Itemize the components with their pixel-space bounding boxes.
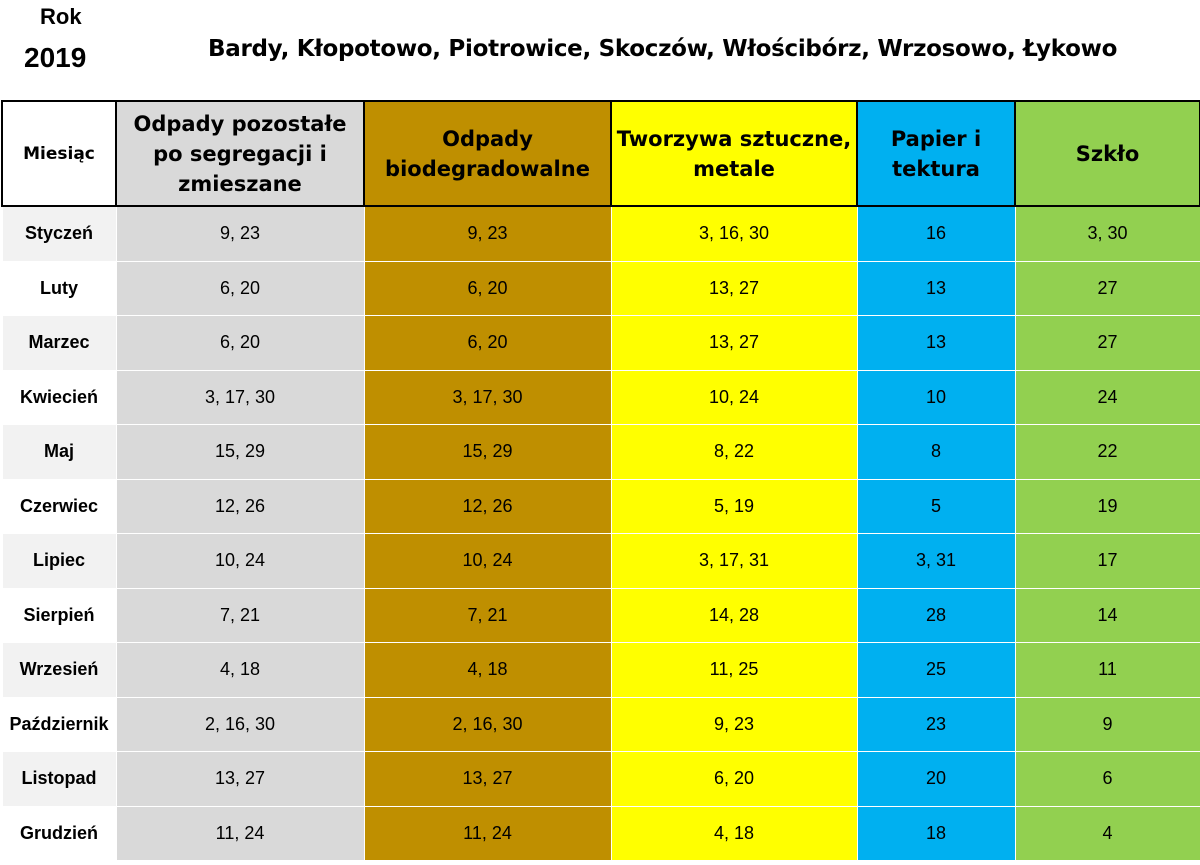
glass-cell: 19 bbox=[1014, 478, 1200, 534]
paper-cell: 13 bbox=[856, 260, 1016, 316]
biodegradable-cell: 10, 24 bbox=[363, 533, 612, 589]
mixed-waste-cell: 3, 17, 30 bbox=[115, 369, 365, 425]
glass-cell: 6 bbox=[1014, 751, 1200, 807]
plastics-metals-cell: 13, 27 bbox=[610, 260, 858, 316]
paper-cell: 8 bbox=[856, 424, 1016, 480]
plastics-metals-cell: 5, 19 bbox=[610, 478, 858, 534]
plastics-metals-cell: 13, 27 bbox=[610, 315, 858, 371]
mixed-waste-cell: 7, 21 bbox=[115, 587, 365, 643]
month-cell: Czerwiec bbox=[1, 478, 117, 534]
plastics-metals-cell: 9, 23 bbox=[610, 696, 858, 752]
column-header-month: Miesiąc bbox=[1, 100, 117, 207]
table-row: Czerwiec 12, 26 12, 26 5, 19 5 19 bbox=[1, 478, 1200, 534]
biodegradable-cell: 7, 21 bbox=[363, 587, 612, 643]
biodegradable-cell: 2, 16, 30 bbox=[363, 696, 612, 752]
table-row: Sierpień 7, 21 7, 21 14, 28 28 14 bbox=[1, 587, 1200, 643]
biodegradable-cell: 12, 26 bbox=[363, 478, 612, 534]
glass-cell: 27 bbox=[1014, 315, 1200, 371]
mixed-waste-cell: 6, 20 bbox=[115, 260, 365, 316]
plastics-metals-cell: 4, 18 bbox=[610, 805, 858, 861]
plastics-metals-cell: 3, 16, 30 bbox=[610, 205, 858, 262]
localities-title: Bardy, Kłopotowo, Piotrowice, Skoczów, W… bbox=[208, 36, 1118, 62]
mixed-waste-cell: 6, 20 bbox=[115, 315, 365, 371]
column-header-glass: Szkło bbox=[1014, 100, 1200, 207]
glass-cell: 17 bbox=[1014, 533, 1200, 589]
glass-cell: 14 bbox=[1014, 587, 1200, 643]
table-row: Styczeń 9, 23 9, 23 3, 16, 30 16 3, 30 bbox=[1, 205, 1200, 262]
plastics-metals-cell: 8, 22 bbox=[610, 424, 858, 480]
waste-collection-schedule-table: Miesiąc Odpady pozostałe po segregacji i… bbox=[1, 100, 1200, 861]
table-row: Maj 15, 29 15, 29 8, 22 8 22 bbox=[1, 424, 1200, 480]
table-row: Lipiec 10, 24 10, 24 3, 17, 31 3, 31 17 bbox=[1, 533, 1200, 589]
paper-cell: 5 bbox=[856, 478, 1016, 534]
paper-cell: 20 bbox=[856, 751, 1016, 807]
glass-cell: 11 bbox=[1014, 642, 1200, 698]
glass-cell: 9 bbox=[1014, 696, 1200, 752]
mixed-waste-cell: 12, 26 bbox=[115, 478, 365, 534]
glass-cell: 24 bbox=[1014, 369, 1200, 425]
table-row: Marzec 6, 20 6, 20 13, 27 13 27 bbox=[1, 315, 1200, 371]
month-cell: Wrzesień bbox=[1, 642, 117, 698]
month-cell: Sierpień bbox=[1, 587, 117, 643]
plastics-metals-cell: 11, 25 bbox=[610, 642, 858, 698]
plastics-metals-cell: 14, 28 bbox=[610, 587, 858, 643]
biodegradable-cell: 4, 18 bbox=[363, 642, 612, 698]
mixed-waste-cell: 13, 27 bbox=[115, 751, 365, 807]
paper-cell: 23 bbox=[856, 696, 1016, 752]
paper-cell: 10 bbox=[856, 369, 1016, 425]
plastics-metals-cell: 3, 17, 31 bbox=[610, 533, 858, 589]
glass-cell: 27 bbox=[1014, 260, 1200, 316]
table-row: Kwiecień 3, 17, 30 3, 17, 30 10, 24 10 24 bbox=[1, 369, 1200, 425]
table-row: Wrzesień 4, 18 4, 18 11, 25 25 11 bbox=[1, 642, 1200, 698]
paper-cell: 16 bbox=[856, 205, 1016, 262]
year-value: 2019 bbox=[24, 42, 87, 73]
column-header-plastics-metals: Tworzywa sztuczne, metale bbox=[610, 100, 858, 207]
biodegradable-cell: 3, 17, 30 bbox=[363, 369, 612, 425]
paper-cell: 28 bbox=[856, 587, 1016, 643]
glass-cell: 4 bbox=[1014, 805, 1200, 861]
column-header-mixed-waste: Odpady pozostałe po segregacji i zmiesza… bbox=[115, 100, 365, 207]
month-cell: Listopad bbox=[1, 751, 117, 807]
month-cell: Marzec bbox=[1, 315, 117, 371]
month-cell: Maj bbox=[1, 424, 117, 480]
month-cell: Lipiec bbox=[1, 533, 117, 589]
paper-cell: 18 bbox=[856, 805, 1016, 861]
column-header-biodegradable: Odpady biodegradowalne bbox=[363, 100, 612, 207]
mixed-waste-cell: 15, 29 bbox=[115, 424, 365, 480]
table-row: Grudzień 11, 24 11, 24 4, 18 18 4 bbox=[1, 805, 1200, 861]
paper-cell: 13 bbox=[856, 315, 1016, 371]
table-header-row: Miesiąc Odpady pozostałe po segregacji i… bbox=[1, 100, 1200, 207]
biodegradable-cell: 6, 20 bbox=[363, 260, 612, 316]
table-body: Styczeń 9, 23 9, 23 3, 16, 30 16 3, 30 Luty 6, … bbox=[1, 205, 1200, 861]
glass-cell: 22 bbox=[1014, 424, 1200, 480]
table-row: Luty 6, 20 6, 20 13, 27 13 27 bbox=[1, 260, 1200, 316]
biodegradable-cell: 9, 23 bbox=[363, 205, 612, 262]
plastics-metals-cell: 6, 20 bbox=[610, 751, 858, 807]
mixed-waste-cell: 2, 16, 30 bbox=[115, 696, 365, 752]
column-header-paper: Papier i tektura bbox=[856, 100, 1016, 207]
mixed-waste-cell: 10, 24 bbox=[115, 533, 365, 589]
table-row: Listopad 13, 27 13, 27 6, 20 20 6 bbox=[1, 751, 1200, 807]
month-cell: Grudzień bbox=[1, 805, 117, 861]
month-cell: Styczeń bbox=[1, 205, 117, 262]
paper-cell: 3, 31 bbox=[856, 533, 1016, 589]
paper-cell: 25 bbox=[856, 642, 1016, 698]
month-cell: Październik bbox=[1, 696, 117, 752]
table-row: Październik 2, 16, 30 2, 16, 30 9, 23 23 9 bbox=[1, 696, 1200, 752]
biodegradable-cell: 15, 29 bbox=[363, 424, 612, 480]
month-cell: Kwiecień bbox=[1, 369, 117, 425]
mixed-waste-cell: 9, 23 bbox=[115, 205, 365, 262]
plastics-metals-cell: 10, 24 bbox=[610, 369, 858, 425]
biodegradable-cell: 11, 24 bbox=[363, 805, 612, 861]
mixed-waste-cell: 4, 18 bbox=[115, 642, 365, 698]
biodegradable-cell: 6, 20 bbox=[363, 315, 612, 371]
mixed-waste-cell: 11, 24 bbox=[115, 805, 365, 861]
glass-cell: 3, 30 bbox=[1014, 205, 1200, 262]
biodegradable-cell: 13, 27 bbox=[363, 751, 612, 807]
month-cell: Luty bbox=[1, 260, 117, 316]
year-label: Rok bbox=[40, 4, 82, 29]
